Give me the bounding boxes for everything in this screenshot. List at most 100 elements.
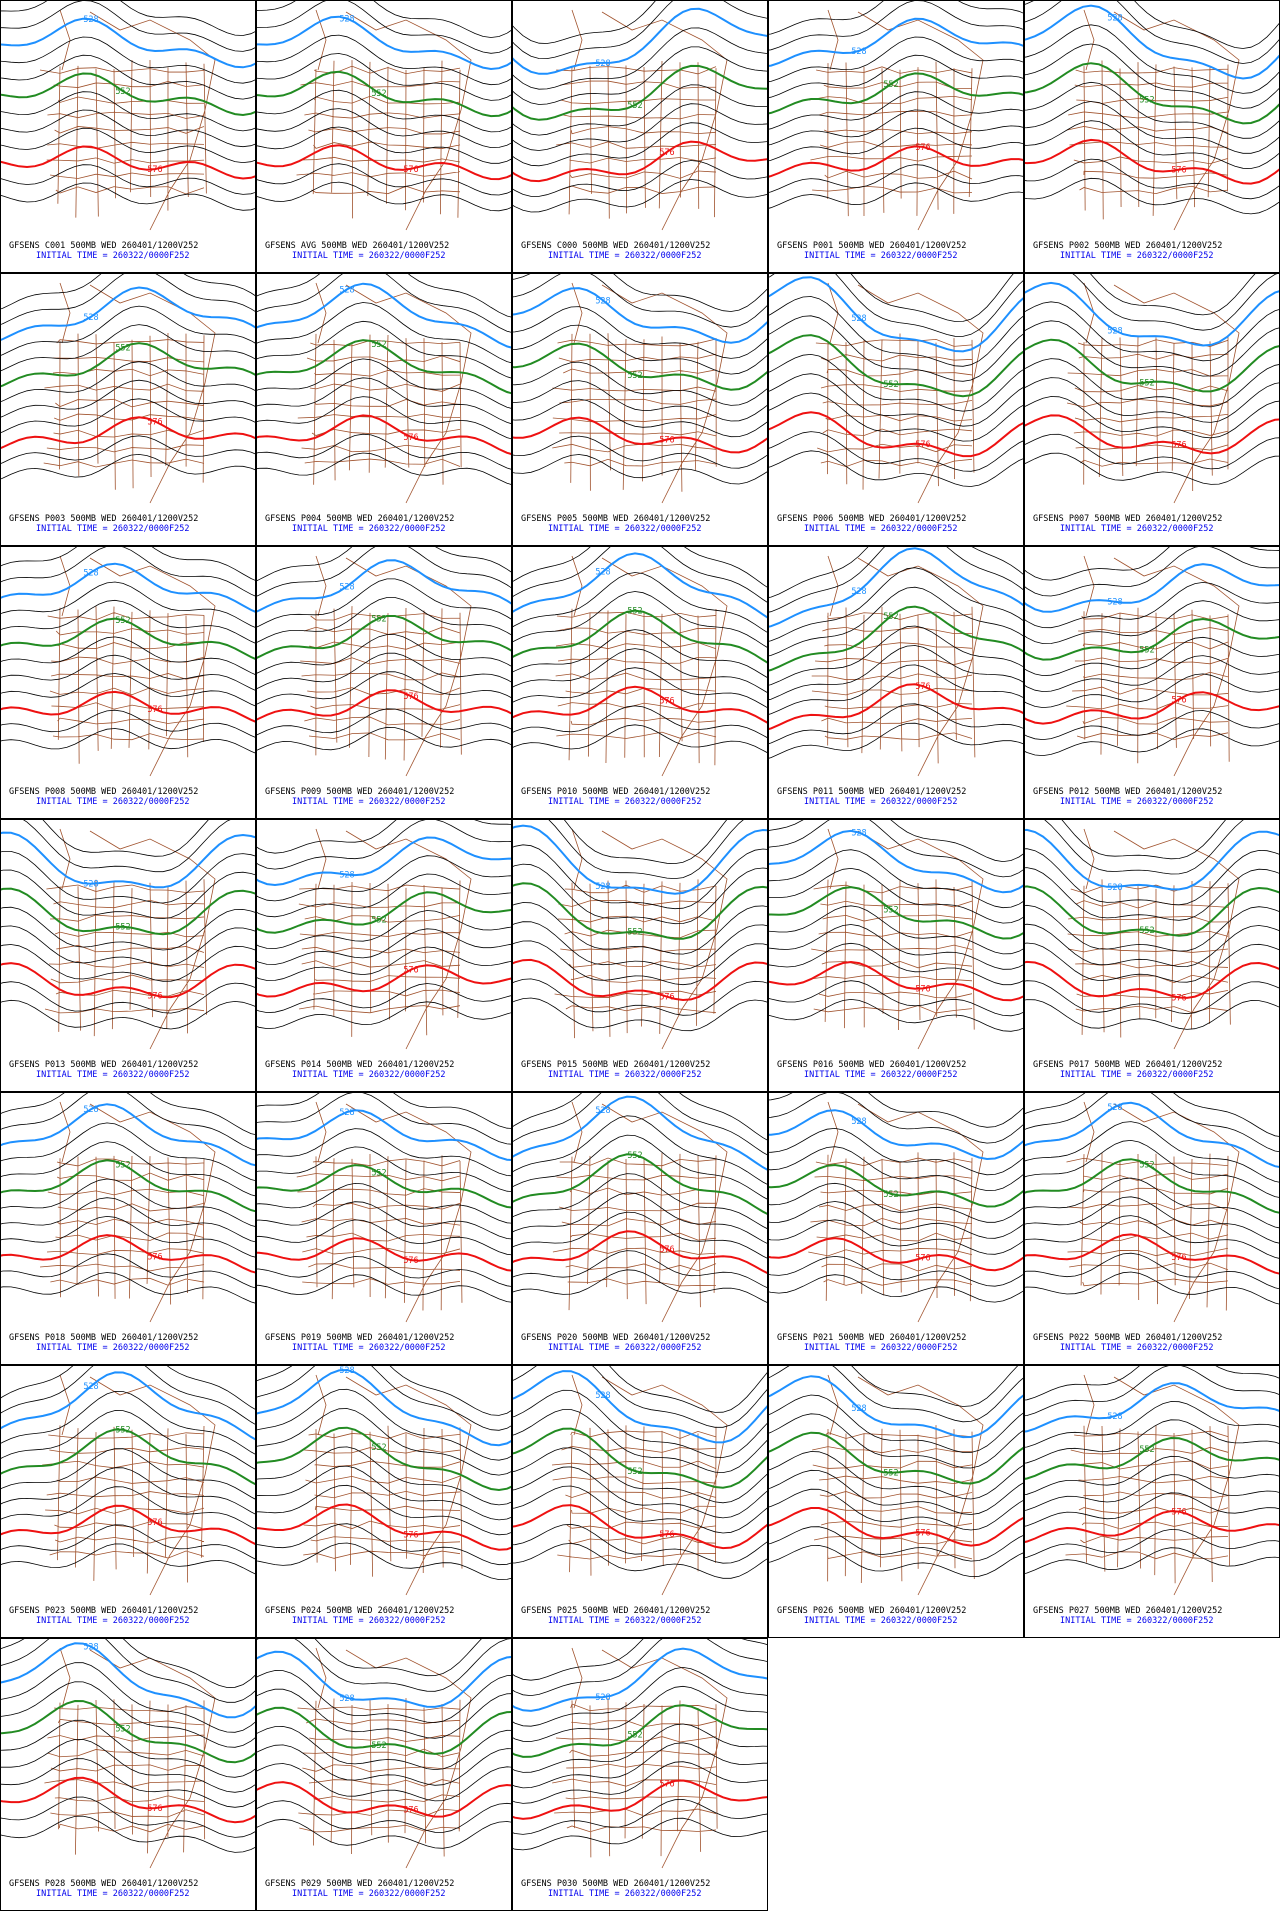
contour-line: [769, 1451, 1023, 1500]
map-panel: 528 552 576 GFSENS P010 500MB WED 260401/12…: [512, 546, 768, 819]
contour-line: [1, 1215, 255, 1258]
contour-line: [769, 867, 1023, 924]
contour-label: 552: [1139, 378, 1154, 388]
key-contour-line: [257, 964, 511, 998]
contour-line: [513, 547, 767, 588]
contour-line: [257, 1818, 511, 1849]
map-panel: 528 552 576 GFSENS P009 500MB WED 260401/12…: [256, 546, 512, 819]
contour-line: [1025, 1419, 1279, 1464]
contour-label: 552: [371, 340, 386, 350]
contour-line: [1025, 673, 1279, 709]
panel-title: GFSENS P006 500MB WED 260401/1200V252: [777, 514, 966, 524]
key-contour-line: [257, 689, 511, 721]
contour-line: [769, 353, 1023, 412]
initial-time: INITIAL TIME = 260322/0000F252: [36, 797, 190, 807]
contour-line: [769, 1469, 1023, 1515]
contour-line: [1025, 177, 1279, 215]
map-panel: 528 552 576 GFSENS C001 500MB WED 260401/12…: [0, 0, 256, 273]
contour-line: [1025, 1455, 1279, 1496]
key-contour-line: [257, 1781, 511, 1818]
contour-line: [513, 1485, 767, 1534]
contour-label: 528: [339, 1366, 354, 1376]
initial-time: INITIAL TIME = 260322/0000F252: [548, 1070, 702, 1080]
key-contour-line: [1, 1504, 255, 1546]
contour-line: [850, 274, 1014, 322]
contour-line: [257, 1, 511, 54]
map-panel: 528 552 576 GFSENS P029 500MB WED 260401/12…: [256, 1638, 512, 1911]
contour-line: [1, 1815, 255, 1853]
panel-border: [512, 0, 768, 273]
key-contour-line: [1, 145, 255, 180]
key-contour-line: [769, 683, 1023, 731]
contour-line: [769, 1544, 1023, 1578]
contour-line: [769, 1274, 1023, 1303]
contour-line: [257, 358, 511, 409]
contour-line: [1044, 820, 1244, 875]
contour-label: 576: [915, 1254, 930, 1264]
key-contour-line: [769, 1109, 1023, 1161]
contour-line: [513, 591, 767, 648]
contour-label: 528: [339, 285, 354, 295]
panel-border: [768, 0, 1024, 273]
panel-title: GFSENS P004 500MB WED 260401/1200V252: [265, 514, 454, 524]
panel-title: GFSENS P019 500MB WED 260401/1200V252: [265, 1333, 454, 1343]
contour-line: [1025, 1121, 1279, 1183]
contour-line: [257, 820, 511, 870]
contour-line: [1, 1486, 255, 1530]
key-contour-line: [1025, 691, 1279, 725]
panel-title: GFSENS P023 500MB WED 260401/1200V252: [9, 1606, 198, 1616]
contour-line: [513, 122, 767, 167]
contour-line: [513, 1389, 767, 1458]
contour-line: [257, 433, 511, 470]
contour-line: [513, 1269, 767, 1303]
contour-line: [1025, 1215, 1279, 1259]
key-contour-line: [513, 342, 767, 391]
contour-line: [1, 1410, 255, 1470]
contour-line: [769, 450, 1023, 487]
contour-line: [1, 869, 255, 920]
panel-border: [256, 273, 512, 546]
contour-line: [513, 1761, 767, 1804]
initial-time: INITIAL TIME = 260322/0000F252: [1060, 797, 1214, 807]
key-contour-line: [769, 334, 1023, 398]
contour-label: 528: [851, 587, 866, 597]
contour-label: 528: [851, 1404, 866, 1414]
contour-line: [1, 1719, 255, 1778]
key-contour-line: [1, 617, 255, 660]
contour-line: [257, 1, 511, 38]
map-area: 528 552 576: [257, 274, 511, 504]
panel-title: GFSENS P030 500MB WED 260401/1200V252: [521, 1879, 710, 1889]
contour-line: [1025, 120, 1279, 169]
contour-label: 576: [147, 705, 162, 715]
geography: [554, 828, 728, 1050]
contour-label: 576: [403, 1256, 418, 1266]
contour-line: [257, 163, 511, 196]
panel-title: GFSENS P028 500MB WED 260401/1200V252: [9, 1879, 198, 1889]
contour-label: 528: [595, 882, 610, 892]
map-panel: 528 552 576 GFSENS P012 500MB WED 260401/12…: [1024, 546, 1280, 819]
contour-line: [1025, 942, 1279, 983]
contour-line: [1025, 1271, 1279, 1305]
contour-line: [257, 396, 511, 440]
contour-label: 576: [403, 165, 418, 175]
contour-line: [1025, 301, 1279, 362]
contour-label: 552: [371, 1169, 386, 1179]
contour-line: [769, 1219, 1023, 1255]
key-contour-line: [769, 145, 1023, 178]
contour-label: 552: [371, 89, 386, 99]
initial-time: INITIAL TIME = 260322/0000F252: [292, 1616, 446, 1626]
contour-label: 528: [595, 59, 610, 69]
initial-time: INITIAL TIME = 260322/0000F252: [804, 797, 958, 807]
contour-label: 576: [147, 1804, 162, 1814]
contour-line: [769, 586, 1023, 657]
contour-line: [1, 599, 255, 644]
contour-line: [1025, 101, 1279, 154]
key-contour-line: [1, 17, 255, 69]
contour-line: [1, 305, 255, 356]
contour-line: [1, 944, 255, 982]
contour-line: [257, 377, 511, 424]
contour-line: [513, 1192, 767, 1244]
map-panel: 528 552 576 GFSENS P025 500MB WED 260401/12…: [512, 1365, 768, 1638]
panel-border: [768, 819, 1024, 1092]
contour-line: [1, 1662, 255, 1733]
